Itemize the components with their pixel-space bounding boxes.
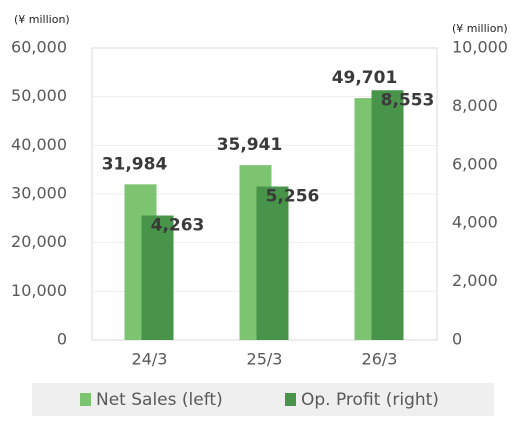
y-axis-unit: (¥ million)	[14, 13, 70, 26]
y-tick-label: 10,000	[11, 281, 67, 300]
bar	[256, 186, 289, 340]
y-tick-label: 0	[57, 330, 67, 349]
value-label: 5,256	[266, 187, 320, 207]
legend-swatch	[80, 393, 91, 406]
value-label: 4,263	[151, 216, 205, 236]
y2-tick-label: 6,000	[452, 154, 498, 173]
x-tick-label: 26/3	[362, 350, 398, 369]
value-label: 8,553	[381, 90, 435, 110]
x-tick-label: 25/3	[247, 350, 283, 369]
y2-tick-label: 2,000	[452, 271, 498, 290]
y2-tick-label: 0	[452, 330, 462, 349]
x-tick-label: 24/3	[132, 350, 168, 369]
value-label: 35,941	[217, 135, 283, 155]
y-tick-label: 50,000	[11, 86, 67, 105]
legend-label: Op. Profit (right)	[301, 390, 439, 410]
legend-box	[32, 383, 494, 416]
y2-tick-label: 10,000	[452, 38, 508, 57]
legend-label: Net Sales (left)	[96, 390, 223, 410]
y2-axis-unit: (¥ million)	[452, 22, 508, 35]
y2-tick-label: 8,000	[452, 96, 498, 115]
y-tick-label: 20,000	[11, 232, 67, 251]
y-tick-label: 60,000	[11, 38, 67, 57]
value-label: 49,701	[332, 68, 398, 88]
value-label: 31,984	[102, 154, 168, 174]
bar	[371, 90, 404, 340]
y-tick-label: 40,000	[11, 135, 67, 154]
bar	[141, 215, 174, 340]
legend-swatch	[285, 393, 296, 406]
y2-tick-label: 4,000	[452, 213, 498, 232]
y-tick-label: 30,000	[11, 184, 67, 203]
